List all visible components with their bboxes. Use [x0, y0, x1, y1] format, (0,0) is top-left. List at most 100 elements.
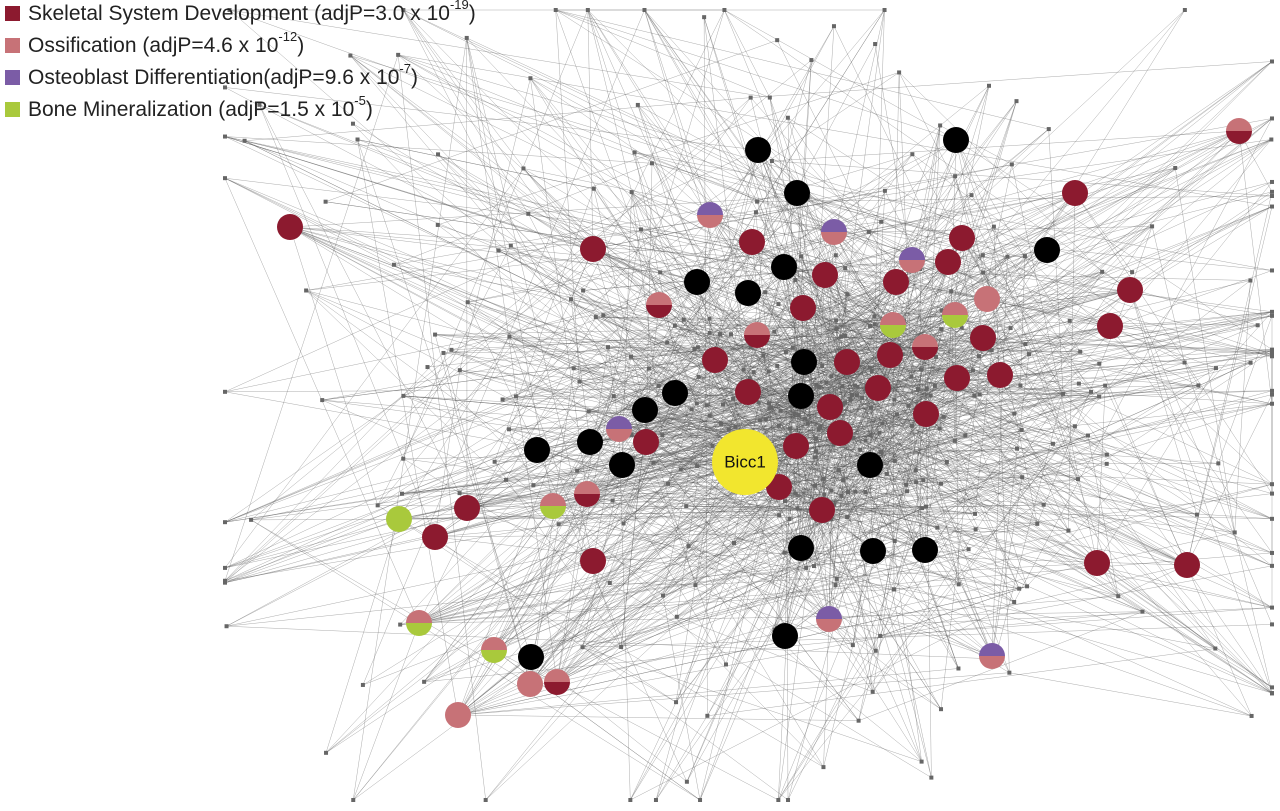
gene-node — [1270, 204, 1274, 209]
gene-node — [571, 366, 576, 371]
gene-node — [223, 578, 227, 583]
annotated-node — [817, 394, 843, 420]
gene-node — [1270, 388, 1274, 393]
gene-node — [834, 318, 839, 323]
gene-node — [816, 427, 821, 432]
gene-node — [1104, 452, 1109, 457]
node-circle — [684, 269, 710, 295]
node-circle — [1097, 313, 1123, 339]
gene-node — [726, 427, 731, 432]
gene-node — [585, 8, 590, 12]
gene-node — [845, 515, 850, 520]
gene-node — [553, 8, 558, 12]
gene-node — [989, 348, 994, 353]
legend-suffix: ) — [366, 98, 373, 121]
node-circle — [422, 524, 448, 550]
gene-node — [849, 392, 854, 397]
gene-node — [921, 478, 926, 483]
gene-node — [747, 376, 752, 381]
node-circle — [1034, 237, 1060, 263]
annotated-node — [974, 286, 1000, 312]
gene-node — [1066, 528, 1071, 533]
annotated-node — [827, 420, 853, 446]
node-circle — [580, 236, 606, 262]
gene-node — [850, 643, 855, 648]
gene-node — [629, 190, 634, 195]
gene-node — [906, 403, 911, 408]
gene-node — [868, 323, 873, 328]
gene-node — [629, 432, 634, 437]
gene-node — [435, 222, 440, 227]
gene-node — [923, 504, 928, 509]
legend-swatch — [5, 102, 20, 117]
annotated-node — [517, 671, 543, 697]
gene-node — [986, 83, 991, 88]
gene-node — [776, 423, 781, 428]
pie-slice — [821, 219, 847, 232]
legend-text: Bone Mineralization (adjP=1.5 x 10 — [28, 98, 354, 121]
gene-node — [658, 270, 663, 275]
annotated-node — [809, 497, 835, 523]
gene-node — [1150, 224, 1155, 229]
gene-node — [223, 176, 227, 181]
annotated-node — [899, 247, 925, 273]
gene-node — [707, 316, 712, 321]
gene-node — [939, 308, 944, 313]
gene-node — [401, 456, 406, 461]
gene-node — [813, 483, 818, 488]
gene-node — [783, 350, 788, 355]
annotated-node — [1062, 180, 1088, 206]
gene-node — [710, 443, 715, 448]
gene-node — [422, 679, 427, 684]
node-circle — [857, 452, 883, 478]
gene-node — [425, 365, 430, 370]
gene-node — [766, 401, 771, 406]
node-circle — [517, 671, 543, 697]
pie-slice — [744, 322, 770, 335]
pie-slice — [979, 656, 1005, 669]
gene-node — [891, 587, 896, 592]
gene-node — [878, 449, 883, 454]
gene-node — [956, 582, 961, 587]
gene-node — [1041, 502, 1046, 507]
gene-node — [500, 397, 505, 402]
gene-node — [672, 323, 677, 328]
gene-node — [436, 152, 441, 157]
gene-node — [793, 491, 798, 496]
pie-slice — [606, 416, 632, 429]
annotated-node — [783, 433, 809, 459]
annotated-node — [788, 535, 814, 561]
gene-node — [820, 364, 825, 369]
node-circle — [518, 644, 544, 670]
annotated-node — [944, 365, 970, 391]
pie-slice — [481, 637, 507, 650]
gene-node — [929, 775, 934, 780]
gene-node — [1018, 383, 1023, 388]
gene-node — [1027, 352, 1032, 357]
node-circle — [445, 702, 471, 728]
gene-node — [649, 161, 654, 166]
gene-node — [839, 334, 844, 339]
annotated-node — [834, 349, 860, 375]
gene-node — [526, 211, 531, 216]
gene-node — [824, 380, 829, 385]
annotated-node — [772, 623, 798, 649]
node-circle — [609, 452, 635, 478]
gene-node — [953, 174, 958, 179]
gene-node — [629, 354, 634, 359]
annotated-node — [662, 380, 688, 406]
gene-node — [581, 288, 586, 293]
pie-slice — [646, 292, 672, 305]
gene-node — [839, 493, 844, 498]
legend-label: Skeletal System Development (adjP=3.0 x … — [28, 0, 476, 25]
gene-node — [1213, 366, 1218, 371]
annotated-node — [697, 202, 723, 228]
annotated-node — [912, 537, 938, 563]
gene-node — [788, 426, 793, 431]
pie-slice — [942, 302, 968, 315]
legend-swatch — [5, 38, 20, 53]
gene-node — [674, 700, 679, 705]
annotated-node — [744, 322, 770, 348]
gene-node — [939, 327, 944, 332]
